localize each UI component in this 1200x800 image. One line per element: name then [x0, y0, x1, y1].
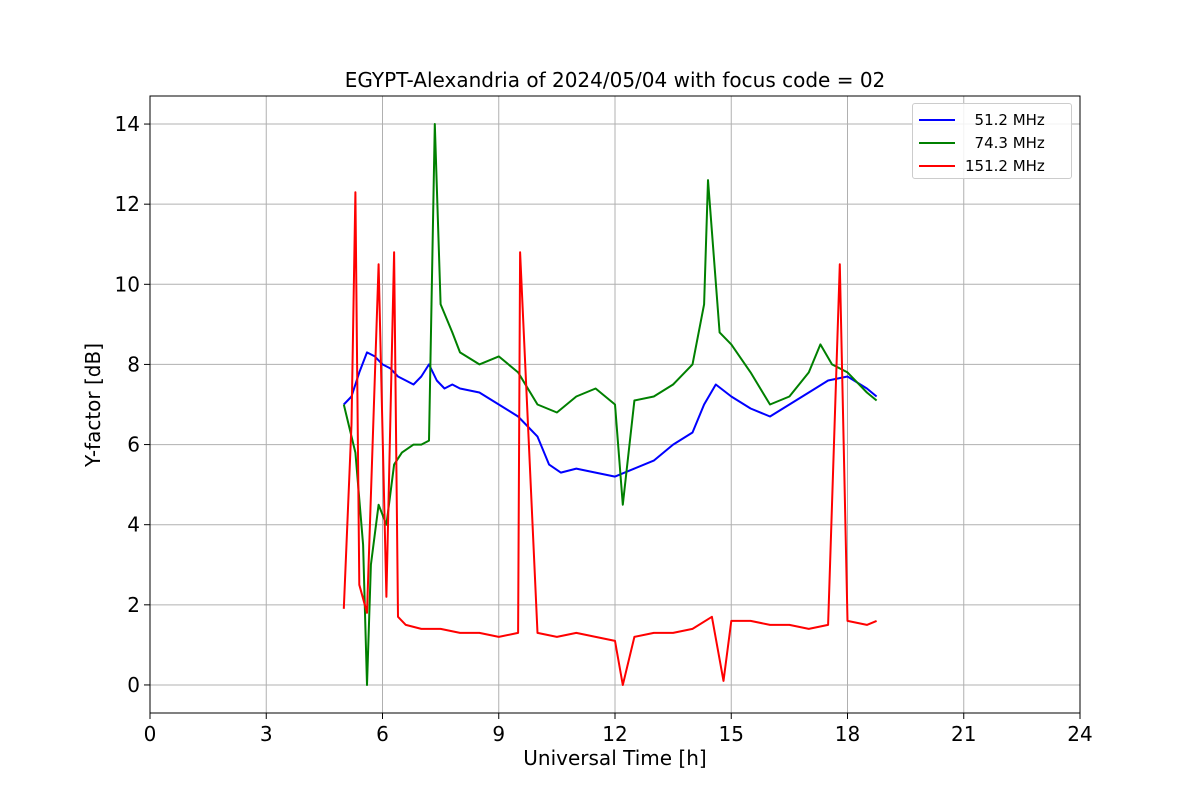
series-line-2 [342, 191, 877, 686]
y-tick-label: 0 [127, 673, 140, 697]
y-axis-ticks: 0 2 4 6 8 10 12 14 [115, 112, 150, 697]
x-tick-label: 12 [602, 722, 627, 746]
legend-label: 74.3 MHz [965, 133, 1045, 152]
y-tick-label: 14 [115, 112, 140, 136]
x-tick-label: 21 [951, 722, 976, 746]
series-line-1 [342, 123, 878, 686]
y-tick-label: 12 [115, 192, 140, 216]
legend-swatch [919, 164, 955, 167]
legend-label: 51.2 MHz [965, 110, 1045, 129]
legend: 51.2 MHz 74.3 MHz 151.2 MHz [912, 103, 1072, 179]
legend-item-51-2: 51.2 MHz [919, 108, 1065, 131]
x-tick-label: 6 [376, 722, 389, 746]
x-tick-label: 0 [144, 722, 157, 746]
y-tick-label: 2 [127, 593, 140, 617]
chart-title: EGYPT-Alexandria of 2024/05/04 with focu… [344, 68, 886, 92]
legend-label: 151.2 MHz [965, 156, 1045, 175]
series-lines [342, 123, 878, 686]
x-tick-label: 15 [719, 722, 744, 746]
y-tick-label: 6 [127, 433, 140, 457]
x-axis-ticks: 0 3 6 9 12 15 18 21 24 [144, 713, 1093, 746]
x-axis-label: Universal Time [h] [523, 746, 707, 770]
legend-item-151-2: 151.2 MHz [919, 154, 1065, 177]
x-tick-label: 24 [1067, 722, 1092, 746]
y-tick-label: 10 [115, 272, 140, 296]
y-tick-label: 4 [127, 513, 140, 537]
y-tick-label: 8 [127, 352, 140, 376]
y-axis-label: Y-factor [dB] [81, 342, 105, 468]
legend-swatch [919, 118, 955, 121]
grid-lines [149, 96, 1081, 713]
x-tick-label: 9 [492, 722, 505, 746]
x-tick-label: 3 [260, 722, 273, 746]
x-tick-label: 18 [835, 722, 860, 746]
legend-item-74-3: 74.3 MHz [919, 131, 1065, 154]
series-line-0 [343, 351, 878, 478]
legend-swatch [919, 141, 955, 144]
